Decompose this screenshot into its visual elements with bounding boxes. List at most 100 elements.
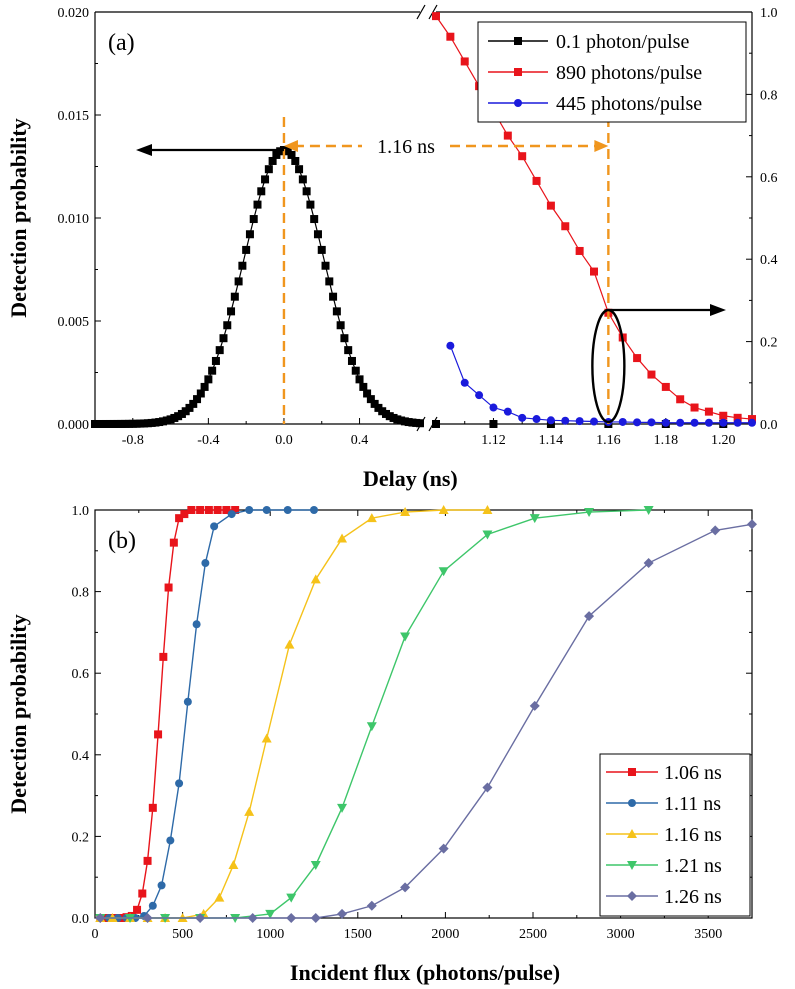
data-point	[704, 407, 713, 416]
right-y-tick-label: 1.0	[760, 6, 778, 21]
panel-b: 0.0 0.2 0.4 0.6 0.8 1.0 0 500 1000 1500 2000 2500 30…	[6, 504, 757, 985]
data-point	[295, 165, 304, 174]
data-point	[503, 131, 512, 140]
y-tick-label: 0.8	[72, 586, 90, 601]
data-point	[366, 395, 375, 404]
data-point	[733, 418, 742, 427]
data-point	[337, 533, 348, 543]
y-tick-label: 0.6	[72, 667, 90, 682]
data-point	[302, 187, 311, 196]
legend-entry: 1.26 ns	[664, 886, 722, 908]
data-point	[213, 506, 222, 514]
data-point	[416, 419, 424, 428]
data-point	[204, 506, 213, 514]
series-line	[100, 523, 753, 919]
data-point	[261, 733, 272, 743]
data-point	[245, 506, 254, 514]
data-point	[690, 418, 699, 427]
data-point	[262, 506, 271, 514]
data-point	[200, 382, 209, 391]
panel-label: (b)	[108, 528, 136, 554]
data-point	[310, 913, 321, 923]
data-point	[245, 230, 254, 239]
data-point	[489, 403, 498, 412]
data-point	[359, 382, 368, 391]
right-y-tick-label: 0.6	[760, 171, 778, 186]
data-point	[747, 519, 757, 530]
data-point	[310, 506, 318, 514]
data-point	[227, 510, 236, 519]
legend-entry: 890 photons/pulse	[556, 62, 702, 84]
y-axis-label: Detection probability	[6, 614, 31, 813]
x-tick-label: 0.4	[351, 433, 369, 448]
data-point	[284, 639, 295, 649]
data-point	[196, 389, 205, 398]
data-point	[643, 558, 654, 569]
data-point	[222, 506, 231, 514]
data-point	[337, 908, 348, 919]
data-point	[748, 418, 756, 427]
data-point	[575, 417, 584, 426]
y-tick-label: 0.2	[72, 830, 90, 845]
data-point	[283, 506, 292, 514]
y-tick-label: 1.0	[72, 504, 90, 519]
data-point	[166, 836, 175, 845]
data-point	[201, 559, 210, 568]
data-point	[438, 505, 449, 514]
x-tick-label: 0.0	[275, 433, 293, 448]
data-point	[157, 881, 166, 890]
axis-break-mark	[416, 4, 426, 20]
x-tick-label: -0.8	[122, 433, 144, 448]
data-point	[363, 389, 372, 398]
highlight-ellipse	[591, 308, 626, 424]
data-point	[208, 366, 217, 375]
data-point	[261, 175, 270, 184]
data-point	[661, 418, 670, 427]
data-point	[647, 418, 656, 427]
data-point	[230, 292, 239, 301]
data-point	[317, 245, 326, 254]
data-point	[590, 417, 598, 426]
legend-entry: 445 photons/pulse	[556, 93, 702, 115]
data-point	[347, 356, 356, 365]
data-point	[400, 882, 411, 893]
data-point	[690, 403, 699, 412]
legend-marker	[514, 68, 522, 76]
data-point	[148, 901, 157, 910]
legend-box	[599, 753, 751, 917]
data-point	[633, 418, 642, 427]
data-point	[475, 391, 484, 400]
data-point	[210, 522, 219, 531]
legend-marker	[627, 891, 637, 901]
data-point	[446, 341, 455, 350]
data-point	[643, 506, 654, 515]
data-point	[204, 375, 213, 384]
data-point	[227, 307, 236, 316]
data-point	[196, 506, 205, 514]
data-point	[733, 413, 742, 422]
data-point	[719, 411, 728, 420]
x-tick-label: 1.20	[711, 433, 736, 448]
data-point	[661, 382, 670, 391]
data-point	[253, 200, 262, 209]
data-point	[366, 513, 377, 523]
x-tick-label: 2500	[519, 927, 547, 942]
data-point	[310, 860, 321, 870]
y-tick-label: 0.0	[72, 912, 90, 927]
data-point	[142, 913, 153, 923]
data-point	[238, 261, 247, 270]
data-point	[529, 514, 540, 524]
data-point	[503, 407, 512, 416]
x-axis-label: Delay (ns)	[363, 466, 458, 491]
data-point	[518, 152, 527, 161]
data-point	[244, 806, 255, 816]
data-point	[460, 57, 469, 66]
data-point	[482, 505, 493, 514]
data-point	[180, 510, 189, 519]
data-point	[532, 415, 541, 424]
data-point	[704, 418, 713, 427]
data-point	[164, 583, 173, 592]
data-point	[518, 413, 527, 422]
series-line	[100, 509, 649, 919]
data-point	[189, 399, 198, 408]
